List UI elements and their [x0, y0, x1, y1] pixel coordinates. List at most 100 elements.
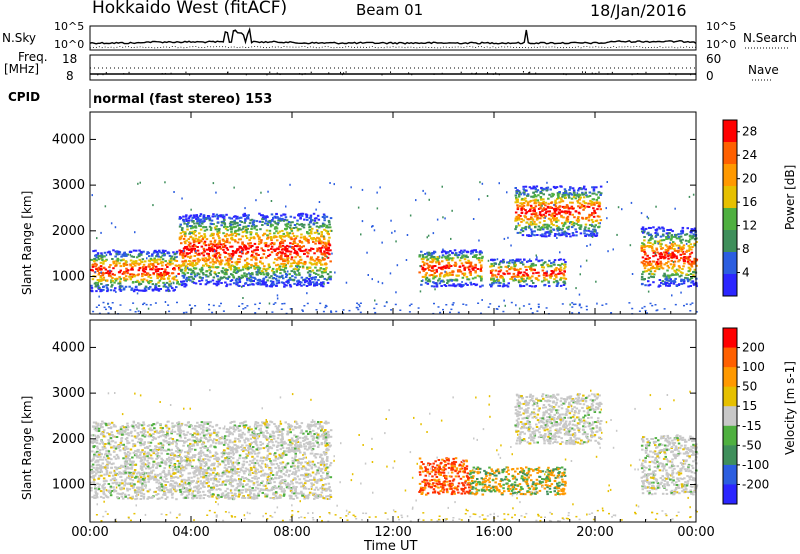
- power-cell: [543, 208, 546, 211]
- power-cell: [489, 271, 493, 274]
- power-sparse-cell: [415, 199, 417, 202]
- velocity-cell: [256, 484, 260, 487]
- velocity-cell: [100, 453, 103, 456]
- power-cell: [142, 273, 145, 276]
- power-cell: [656, 267, 659, 270]
- power-cell: [557, 196, 560, 199]
- power-cell: [268, 232, 272, 235]
- power-cell: [584, 226, 587, 229]
- power-cell: [304, 239, 308, 242]
- power-near-range-cell: [191, 307, 194, 309]
- power-cell: [558, 227, 561, 230]
- power-cell: [640, 276, 644, 278]
- power-cell: [193, 239, 196, 242]
- power-cell: [467, 260, 471, 263]
- power-cell: [301, 250, 304, 253]
- power-cell: [156, 252, 160, 255]
- power-cell: [428, 274, 431, 277]
- power-cell: [298, 240, 302, 243]
- velocity-cell: [98, 467, 101, 470]
- nave-point: [189, 73, 191, 76]
- power-cell: [462, 251, 465, 254]
- power-cell: [536, 216, 539, 219]
- power-cell: [309, 221, 312, 224]
- power-cell: [153, 251, 156, 254]
- power-cell: [293, 238, 296, 241]
- power-cell: [211, 215, 214, 218]
- velocity-cell: [324, 434, 328, 437]
- velocity-cell: [143, 450, 147, 453]
- power-cell: [329, 260, 332, 263]
- power-sparse-cell: [559, 251, 561, 254]
- power-cell: [518, 271, 521, 274]
- velocity-cell: [248, 493, 252, 496]
- power-cell: [262, 253, 266, 256]
- power-cell: [181, 271, 184, 274]
- power-cell: [289, 285, 292, 288]
- power-cell: [98, 272, 101, 274]
- power-sparse-cell: [105, 254, 108, 257]
- power-cell: [263, 232, 267, 235]
- power-cell: [174, 256, 177, 259]
- power-near-range-cell: [108, 306, 111, 308]
- power-cell: [437, 279, 440, 282]
- power-cell: [517, 280, 521, 283]
- power-cell: [665, 279, 668, 281]
- power-near-range-cell: [646, 312, 648, 314]
- power-cell: [116, 277, 119, 280]
- power-near-range-cell: [445, 304, 448, 306]
- power-cell: [211, 260, 215, 263]
- nsearch-trace: [89, 46, 697, 49]
- power-cell: [451, 251, 454, 254]
- power-cell: [528, 285, 532, 287]
- velocity-cell: [252, 482, 256, 485]
- power-cell: [561, 200, 565, 203]
- power-cell: [237, 217, 240, 220]
- power-cell: [539, 234, 543, 237]
- power-cell: [283, 283, 286, 286]
- power-cell: [256, 246, 259, 249]
- power-cell: [568, 188, 571, 191]
- power-cell: [540, 192, 543, 195]
- power-cell: [229, 268, 233, 271]
- power-cell: [143, 278, 146, 281]
- power-cell: [583, 202, 587, 205]
- power-cell: [543, 272, 546, 275]
- power-cell: [144, 273, 148, 276]
- power-cell: [576, 193, 579, 196]
- power-cell: [250, 264, 254, 267]
- power-cell: [268, 229, 272, 232]
- power-cell: [320, 233, 323, 236]
- power-sparse-cell: [109, 269, 111, 272]
- power-cell: [584, 218, 588, 220]
- power-cell: [305, 280, 309, 283]
- power-cell: [189, 255, 193, 258]
- power-near-range-cell: [531, 312, 534, 314]
- power-cell: [276, 223, 279, 226]
- power-cell: [154, 249, 157, 252]
- power-cell: [544, 215, 547, 218]
- power-cell: [427, 251, 431, 254]
- power-cell: [508, 268, 511, 271]
- power-cell: [221, 270, 224, 273]
- power-near-range-cell: [572, 303, 575, 306]
- velocity-cell: [243, 472, 246, 475]
- power-cell: [202, 254, 206, 257]
- power-cell: [540, 259, 544, 262]
- velocity-cell: [173, 430, 177, 433]
- power-cell: [110, 281, 113, 284]
- power-cell: [540, 198, 543, 201]
- power-cell: [168, 263, 172, 265]
- power-cell: [288, 273, 291, 276]
- power-cell: [526, 260, 529, 263]
- power-cell: [132, 281, 135, 283]
- power-cell: [547, 217, 551, 220]
- power-cell: [228, 254, 231, 257]
- power-cell: [669, 263, 673, 266]
- power-cell: [522, 204, 526, 207]
- power-cell: [266, 237, 269, 240]
- power-sparse-cell: [643, 231, 646, 234]
- power-cell: [180, 284, 184, 287]
- power-cell: [97, 258, 101, 261]
- power-sparse-cell: [147, 307, 150, 310]
